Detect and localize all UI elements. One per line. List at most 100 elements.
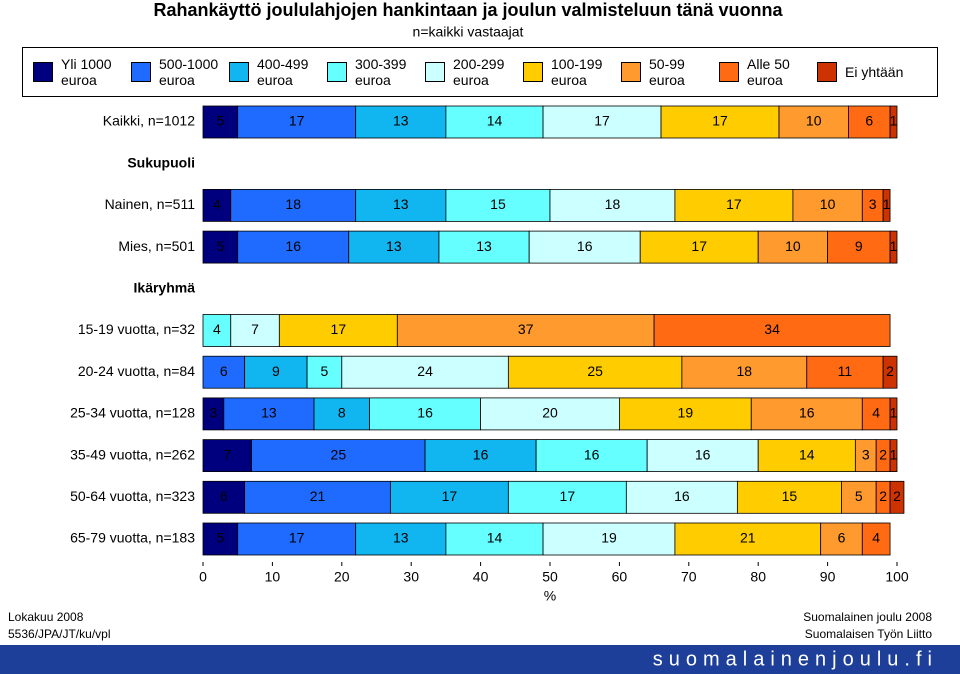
x-tick-label: 60: [612, 569, 628, 585]
chart-subtitle: n=kaikki vastaajat: [413, 24, 524, 40]
bar-segment: [230, 188, 357, 222]
bar-segment: [355, 522, 447, 556]
legend-swatch: [621, 62, 641, 82]
value-label: 18: [285, 196, 301, 212]
bar-segment: [480, 397, 620, 431]
value-label: 4: [213, 196, 221, 212]
legend-label: 200-299 euroa: [453, 56, 505, 88]
footer-bar: [0, 645, 960, 674]
legend-label: 50-99 euroa: [649, 56, 685, 88]
legend-item: 400-499 euroa: [229, 56, 327, 88]
bar-segment: [348, 230, 440, 264]
bar-segment: [757, 439, 856, 473]
x-tick-label: 40: [473, 569, 489, 585]
x-tick-label: 100: [885, 569, 909, 585]
value-label: 1: [890, 113, 898, 129]
y-tick-label: 50-64 vuotta, n=323: [70, 488, 195, 504]
bar-segment: [778, 105, 849, 139]
legend-swatch: [33, 62, 53, 82]
y-tick-label: Kaikki, n=1012: [103, 113, 195, 129]
legend-item: 500-1000 euroa: [131, 56, 229, 88]
bar-segment: [528, 230, 641, 264]
legend-swatch: [229, 62, 249, 82]
site-url: suomalainenjoulu.fi: [653, 648, 938, 670]
value-label: 10: [785, 238, 801, 254]
bar-segment: [841, 480, 877, 514]
value-label: 5: [321, 363, 329, 379]
legend-item: 300-399 euroa: [327, 56, 425, 88]
bar-segment: [882, 188, 891, 222]
value-label: 6: [220, 363, 228, 379]
value-label: 16: [674, 488, 690, 504]
value-label: 3: [869, 196, 877, 212]
value-label: 2: [879, 446, 887, 462]
legend-label: 400-499 euroa: [257, 56, 309, 88]
value-label: 6: [838, 530, 846, 546]
value-label: 9: [855, 238, 863, 254]
value-label: 13: [261, 405, 277, 421]
x-tick-label: 80: [750, 569, 766, 585]
value-label: 3: [862, 446, 870, 462]
bar-segment: [237, 522, 357, 556]
value-label: 1: [883, 196, 891, 212]
legend-swatch: [131, 62, 151, 82]
value-label: 11: [838, 363, 853, 379]
legend-item: Ei yhtään: [817, 62, 915, 82]
bar-segment: [660, 105, 780, 139]
bar-segment: [355, 105, 447, 139]
value-label: 5: [216, 238, 224, 254]
value-label: 13: [393, 530, 409, 546]
value-label: 4: [872, 405, 880, 421]
value-label: 1: [890, 238, 898, 254]
bar-segment: [223, 397, 315, 431]
bar-segment: [820, 522, 863, 556]
bar-segment: [396, 314, 655, 347]
bar-segment: [389, 480, 509, 514]
value-label: 37: [518, 321, 534, 337]
bar-segment: [549, 188, 676, 222]
bar-segment: [507, 355, 683, 389]
legend-swatch: [425, 62, 445, 82]
bar-segment: [202, 439, 252, 473]
value-label: 16: [577, 238, 593, 254]
y-tick-label: Nainen, n=511: [105, 196, 196, 212]
footer-text: 5536/JPA/JT/ku/vpl: [8, 627, 111, 641]
value-label: 13: [386, 238, 402, 254]
bar-segment: [230, 314, 280, 347]
value-label: 17: [331, 321, 347, 337]
value-label: 17: [289, 530, 305, 546]
bar-segment: [369, 397, 481, 431]
bar-segment: [889, 105, 898, 139]
x-axis-label: %: [544, 588, 556, 604]
bar-segment: [424, 439, 537, 473]
value-label: 17: [726, 196, 742, 212]
footer-text: Suomalainen joulu 2008: [803, 610, 932, 624]
bar-segment: [757, 230, 829, 264]
value-label: 25: [587, 363, 603, 379]
bar-segment: [535, 439, 648, 473]
bar-segment: [445, 188, 551, 222]
value-label: 25: [331, 446, 347, 462]
value-label: 7: [223, 446, 231, 462]
bar-segment: [889, 230, 898, 264]
bar-segment: [848, 105, 891, 139]
bar-segment: [355, 188, 447, 222]
legend-label: 300-399 euroa: [355, 56, 407, 88]
value-label: 15: [782, 488, 798, 504]
y-tick-label: 15-19 vuotta, n=32: [78, 321, 195, 337]
value-label: 19: [601, 530, 617, 546]
bar-segment: [202, 355, 246, 389]
bar-segment: [861, 397, 891, 431]
x-tick-label: 20: [334, 569, 350, 585]
value-label: 18: [737, 363, 753, 379]
value-label: 1: [890, 405, 898, 421]
value-label: 17: [442, 488, 458, 504]
footer-text: Suomalaisen Työn Liitto: [805, 627, 933, 641]
value-label: 17: [560, 488, 576, 504]
x-tick-label: 70: [681, 569, 697, 585]
bar-segment: [237, 230, 350, 264]
value-label: 3: [210, 405, 218, 421]
bar-segment: [889, 480, 905, 514]
value-label: 13: [476, 238, 492, 254]
